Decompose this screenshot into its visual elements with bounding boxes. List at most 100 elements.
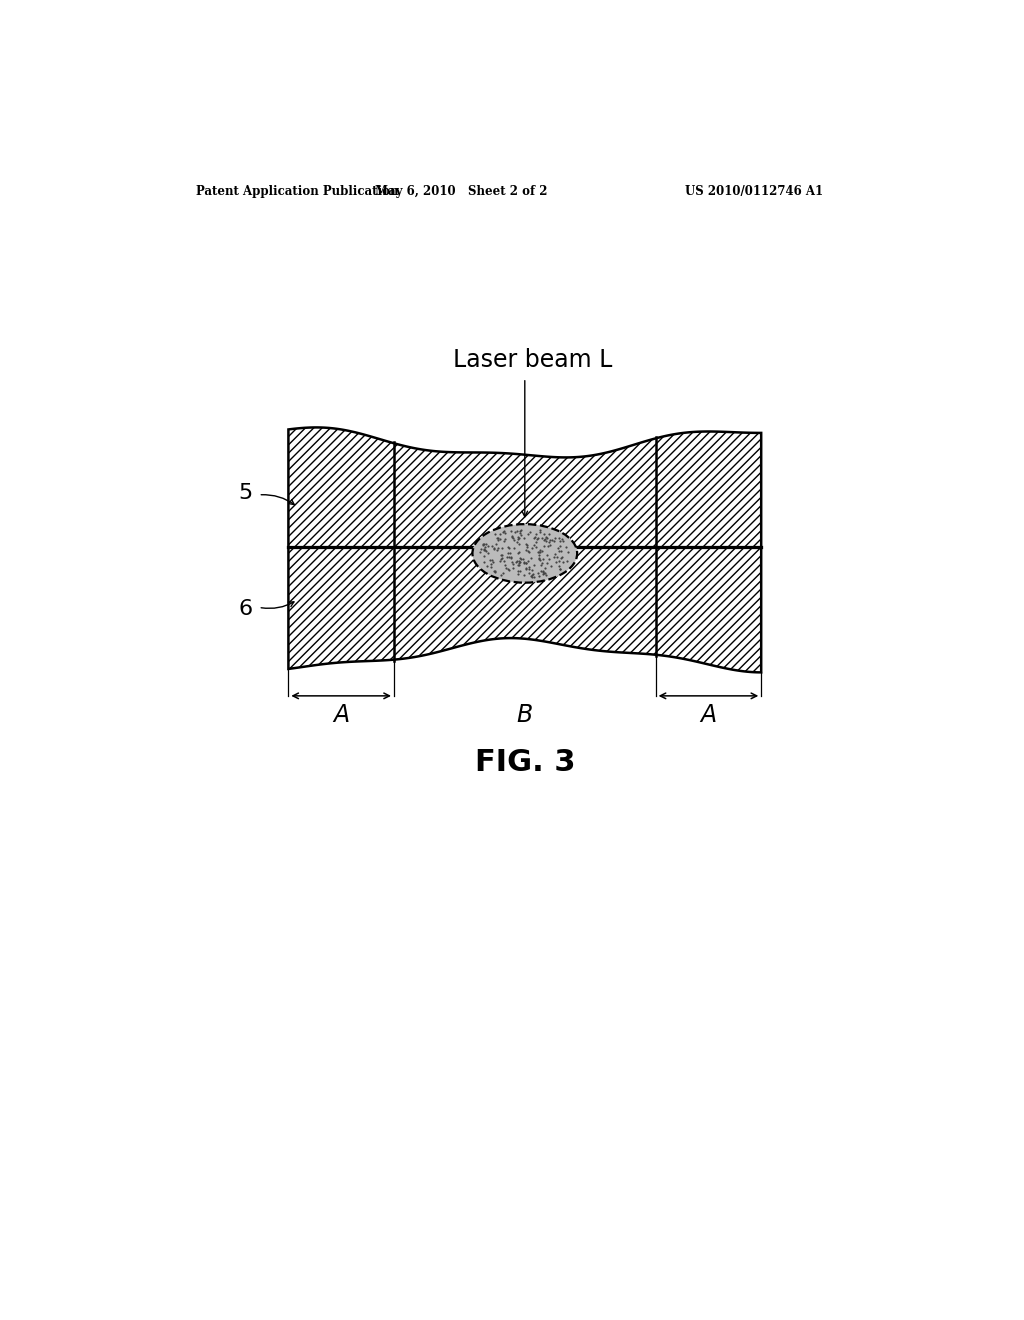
Point [493,550,509,572]
Point [476,545,493,566]
Polygon shape [289,428,761,548]
Point [521,541,538,562]
Point [516,565,532,586]
Point [501,560,517,581]
Point [521,557,538,578]
Point [487,524,504,545]
Point [474,533,490,554]
Point [546,531,562,552]
Point [504,552,520,573]
Point [531,540,548,561]
Point [504,525,520,546]
Point [502,543,518,564]
Point [510,560,526,581]
Point [505,527,521,548]
Point [497,523,513,544]
Point [537,562,553,583]
Point [498,557,514,578]
Point [487,533,504,554]
Point [478,533,495,554]
Point [539,528,555,549]
Point [539,545,555,566]
Point [512,561,528,582]
Point [476,552,493,573]
Point [524,566,541,587]
Point [489,529,506,550]
Point [497,528,513,549]
Point [542,535,558,556]
Point [527,527,544,548]
Point [497,554,513,576]
Text: May 6, 2010   Sheet 2 of 2: May 6, 2010 Sheet 2 of 2 [376,185,548,198]
Point [548,552,564,573]
Text: A: A [700,704,717,727]
Point [500,543,516,564]
Point [543,554,559,576]
Point [481,550,498,572]
Point [536,561,552,582]
Point [512,548,528,569]
Point [529,541,546,562]
Point [510,527,526,548]
Point [540,536,556,557]
Text: FIG. 3: FIG. 3 [474,748,575,777]
Point [509,550,525,572]
Point [551,527,567,548]
Point [473,539,489,560]
Point [503,548,519,569]
Point [510,541,526,562]
Point [558,537,574,558]
Point [505,554,521,576]
Point [552,558,568,579]
Point [475,539,492,560]
Point [552,540,568,561]
Point [559,541,575,562]
Point [486,539,503,560]
Point [525,564,542,585]
Point [487,561,504,582]
Point [526,535,543,556]
Point [472,541,488,562]
Point [553,548,569,569]
Text: 6: 6 [239,599,252,619]
Point [555,552,571,573]
Point [547,544,563,565]
Point [480,536,497,557]
Text: 5: 5 [238,483,252,503]
Point [541,524,557,545]
Point [520,523,537,544]
Point [516,552,532,573]
Point [509,564,525,585]
Point [521,562,538,583]
Text: Patent Application Publication: Patent Application Publication [196,185,398,198]
Point [501,546,517,568]
Point [511,552,527,573]
Point [524,537,541,558]
Point [496,550,512,572]
Point [538,557,554,578]
Point [538,525,554,546]
Point [554,546,570,568]
Ellipse shape [472,524,578,582]
Point [477,540,494,561]
Point [494,537,510,558]
Point [551,556,567,577]
Point [495,521,511,543]
Point [531,565,548,586]
Point [531,521,548,543]
Point [535,564,551,585]
Point [551,540,567,561]
Point [503,520,519,541]
Point [549,546,565,568]
Point [493,523,509,544]
Point [475,535,492,556]
Point [534,561,550,582]
Point [493,544,509,565]
Point [523,548,540,569]
Point [541,549,557,570]
Point [524,565,541,586]
Point [512,520,528,541]
Point [536,524,552,545]
Point [476,533,493,554]
Point [536,529,552,550]
